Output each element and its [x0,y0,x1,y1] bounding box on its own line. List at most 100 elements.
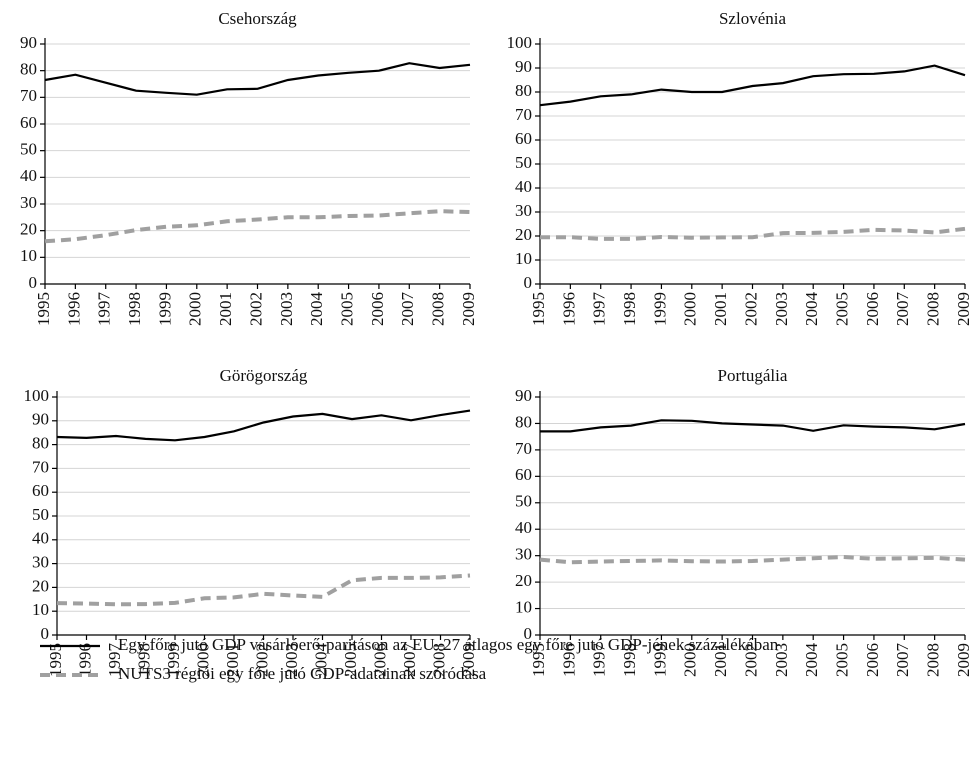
y-tick-label: 40 [20,166,37,185]
x-tick-label: 1995 [34,292,53,326]
x-tick-label: 2003 [282,643,301,677]
x-tick-label: 2004 [307,292,326,327]
x-tick-label: 2003 [772,643,791,677]
x-tick-label: 1998 [620,292,639,326]
series-line [540,419,966,433]
y-tick-label: 80 [32,434,49,453]
y-tick-label: 0 [524,624,533,643]
y-tick-label: 70 [515,439,532,458]
y-tick-label: 80 [20,60,37,79]
x-tick-label: 1999 [155,292,174,326]
series-line [44,209,471,244]
y-tick-label: 10 [32,600,49,619]
y-tick-label: 0 [29,273,38,292]
y-tick-label: 10 [515,597,532,616]
y-tick-label: 20 [515,225,532,244]
y-tick-label: 0 [524,273,533,292]
series-line [56,409,471,442]
x-tick-label: 1996 [559,292,578,326]
x-tick-label: 2006 [368,292,387,326]
series-line [540,226,966,241]
y-tick-label: 20 [515,571,532,590]
x-tick-label: 2003 [277,292,296,326]
y-tick-label: 40 [32,529,49,548]
x-tick-label: 2002 [741,292,760,326]
x-tick-label: 1997 [105,643,124,678]
x-tick-label: 2004 [802,292,821,327]
y-tick-label: 70 [20,86,37,105]
x-tick-label: 1999 [164,643,183,677]
x-tick-label: 2007 [893,643,912,678]
x-tick-label: 2004 [311,643,330,678]
x-tick-label: 2002 [741,643,760,677]
x-tick-label: 1995 [529,292,548,326]
x-tick-label: 2001 [223,643,242,677]
x-tick-label: 1996 [559,643,578,677]
y-tick-label: 30 [515,201,532,220]
x-tick-label: 2007 [398,292,417,327]
x-tick-label: 2000 [186,292,205,326]
y-tick-label: 100 [507,33,533,52]
x-tick-label: 1999 [650,643,669,677]
x-tick-label: 2009 [954,643,973,677]
x-tick-label: 2006 [370,643,389,677]
chart-title: Csehország [218,9,297,28]
y-tick-label: 30 [20,193,37,212]
x-tick-label: 2001 [711,292,730,326]
legend-label: Egy főre jutó GDP vásárlóerő-paritáson a… [118,635,779,654]
y-tick-label: 20 [32,576,49,595]
chart-title: Portugália [718,366,788,385]
series-line [539,64,966,107]
x-tick-label: 2003 [772,292,791,326]
x-tick-label: 2005 [832,643,851,677]
x-tick-label: 2005 [832,292,851,326]
y-tick-label: 40 [515,177,532,196]
x-tick-label: 2005 [341,643,360,677]
y-tick-label: 60 [515,129,532,148]
x-tick-label: 2000 [681,643,700,677]
x-tick-label: 2006 [863,643,882,677]
x-tick-label: 1996 [75,643,94,677]
y-tick-label: 0 [41,624,50,643]
y-tick-label: 50 [515,492,532,511]
x-tick-label: 2009 [459,292,478,326]
y-tick-label: 40 [515,518,532,537]
y-tick-label: 60 [515,465,532,484]
x-tick-label: 2007 [893,292,912,327]
x-tick-label: 2004 [802,643,821,678]
series-line [44,62,471,96]
y-tick-label: 50 [20,140,37,159]
x-tick-label: 2005 [337,292,356,326]
x-tick-label: 2007 [400,643,419,678]
series-line [539,554,966,565]
chart-title: Szlovénia [719,9,786,28]
x-tick-label: 2008 [924,643,943,677]
y-tick-label: 70 [515,105,532,124]
x-tick-label: 1996 [64,292,83,326]
y-tick-label: 90 [20,33,37,52]
x-tick-label: 1995 [46,643,65,677]
x-tick-label: 2006 [863,292,882,326]
x-tick-label: 1997 [590,643,609,678]
y-tick-label: 80 [515,412,532,431]
y-tick-label: 10 [20,246,37,265]
x-tick-label: 2008 [429,643,448,677]
x-tick-label: 1998 [134,643,153,677]
x-tick-label: 2000 [193,643,212,677]
y-tick-label: 50 [515,153,532,172]
x-tick-label: 2008 [429,292,448,326]
y-tick-label: 80 [515,81,532,100]
x-tick-label: 2001 [216,292,235,326]
y-tick-label: 30 [32,553,49,572]
x-tick-label: 1997 [590,292,609,327]
y-tick-label: 10 [515,249,532,268]
x-tick-label: 2000 [681,292,700,326]
y-tick-label: 100 [24,386,50,405]
x-tick-label: 2009 [459,643,478,677]
y-tick-label: 90 [515,386,532,405]
y-tick-label: 20 [20,220,37,239]
x-tick-label: 1997 [95,292,114,327]
y-tick-label: 90 [32,410,49,429]
y-tick-label: 60 [32,481,49,500]
